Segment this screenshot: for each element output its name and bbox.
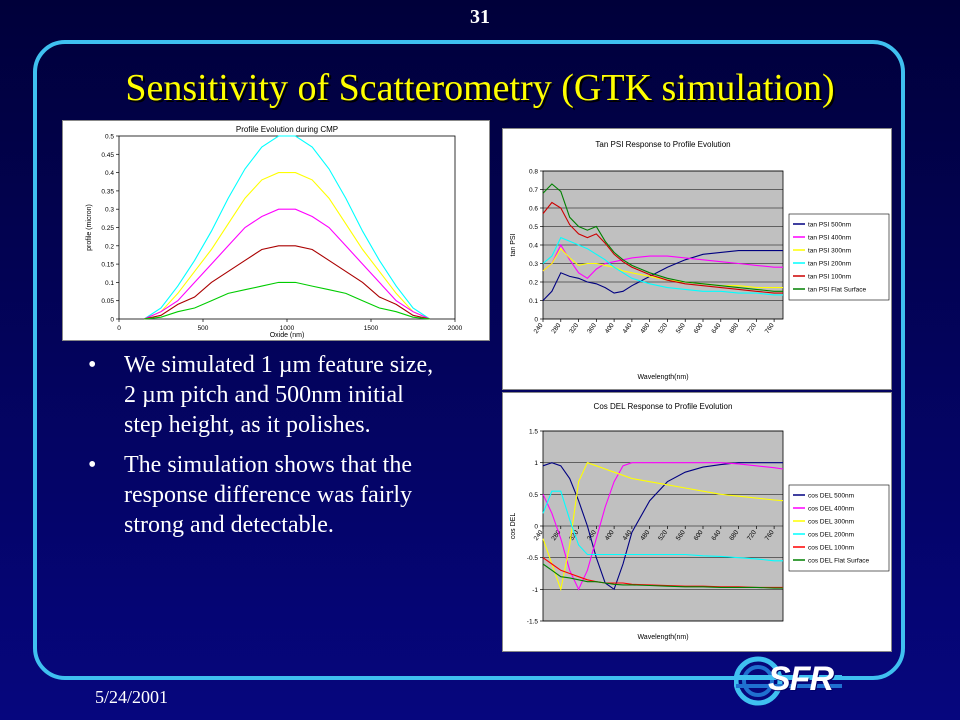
legend-label: tan PSI 500nm (808, 222, 851, 229)
y-tick-label: 0.45 (101, 152, 114, 159)
y-axis-label: tan PSI (510, 233, 517, 256)
x-tick-label: 1500 (364, 325, 379, 332)
legend-label: cos DEL 100nm (808, 545, 854, 552)
bullet-item: The simulation shows that the response d… (88, 450, 448, 540)
y-tick-label: 1.5 (529, 429, 538, 436)
chart-title: Profile Evolution during CMP (236, 125, 338, 134)
series-line-6 (542, 183, 783, 292)
y-tick-label: 0.2 (529, 280, 538, 287)
x-tick-label: 720 (746, 322, 758, 335)
y-tick-label: 0.1 (529, 298, 538, 305)
y-tick-label: 0.05 (101, 298, 114, 305)
y-tick-label: 0.3 (105, 207, 114, 214)
y-tick-label: -0.5 (527, 555, 539, 562)
x-tick-label: 1000 (280, 325, 295, 332)
x-tick-label: 480 (639, 322, 651, 335)
legend-label: cos DEL 500nm (808, 493, 854, 500)
x-tick-label: 400 (604, 322, 616, 335)
series-line-6 (542, 563, 783, 589)
legend-label: cos DEL 400nm (808, 506, 854, 513)
y-axis-label: cos DEL (510, 513, 517, 540)
legend-label: tan PSI 200nm (808, 261, 851, 268)
y-tick-label: 0.2 (105, 243, 114, 250)
chart-title: Cos DEL Response to Profile Evolution (594, 402, 733, 411)
series-line-2 (143, 172, 431, 320)
bullet-item: We simulated 1 µm feature size, 2 µm pit… (88, 350, 448, 440)
legend-label: tan PSI Flat Surface (808, 287, 867, 294)
series-line-5 (144, 281, 430, 320)
series-line-5 (542, 201, 783, 294)
x-tick-label: 0 (117, 325, 121, 332)
series-line-1 (542, 250, 783, 301)
x-tick-label: 640 (710, 322, 722, 335)
slide-title: Sensitivity of Scatterometry (GTK simula… (125, 67, 835, 109)
sfr-logo-icon (734, 656, 842, 706)
x-tick-label: 320 (568, 322, 580, 335)
series-line-1 (143, 135, 431, 320)
series-line-3 (542, 247, 783, 289)
legend-box (788, 484, 890, 572)
y-tick-label: 1 (534, 460, 538, 467)
x-tick-label: 280 (550, 322, 562, 335)
x-tick-label: 240 (533, 322, 545, 335)
y-tick-label: 0.1 (105, 280, 114, 287)
y-tick-label: 0.25 (101, 225, 114, 232)
legend-label: cos DEL Flat Surface (808, 558, 870, 565)
x-axis-label: Oxide (nm) (270, 332, 305, 339)
legend-box (788, 213, 890, 301)
x-axis-label: Wavelength(nm) (637, 374, 688, 381)
x-tick-label: 760 (764, 322, 776, 335)
x-tick-label: 560 (675, 322, 687, 335)
series-line-5 (542, 557, 783, 588)
y-tick-label: 0 (534, 317, 538, 324)
y-tick-label: -1.5 (527, 619, 539, 626)
y-tick-label: 0.8 (529, 169, 538, 176)
y-tick-label: 0.4 (105, 170, 114, 177)
y-tick-label: 0 (110, 317, 114, 324)
logo-text: SFR (768, 660, 834, 698)
footer-date: 5/24/2001 (95, 687, 169, 707)
y-tick-label: 0.4 (529, 243, 538, 250)
series-line-3 (542, 462, 784, 592)
chart-title: Tan PSI Response to Profile Evolution (595, 140, 730, 149)
slide-number: 31 (470, 6, 490, 28)
legend-label: tan PSI 100nm (808, 274, 851, 281)
x-tick-label: 520 (657, 322, 669, 335)
series-line-1 (542, 462, 783, 591)
y-tick-label: 0.5 (529, 492, 538, 499)
x-axis-label: Wavelength(nm) (637, 634, 688, 641)
y-tick-label: 0.3 (529, 261, 538, 268)
bullet-list: We simulated 1 µm feature size, 2 µm pit… (88, 350, 448, 550)
legend-label: cos DEL 300nm (808, 519, 854, 526)
x-tick-label: 360 (586, 322, 598, 335)
x-tick-label: 600 (693, 322, 705, 335)
y-tick-label: 0.5 (105, 134, 114, 141)
legend-label: cos DEL 200nm (808, 532, 854, 539)
tan-psi-chart: Tan PSI Response to Profile Evolution 0 0.… (502, 128, 892, 390)
legend-label: tan PSI 400nm (808, 235, 851, 242)
y-tick-label: 0 (534, 524, 538, 531)
y-tick-label: 0.15 (101, 262, 114, 269)
plot-area (118, 135, 456, 320)
x-tick-label: 500 (198, 325, 209, 332)
x-tick-label: 440 (622, 322, 634, 335)
profile-evolution-chart: Profile Evolution during CMP 0 0.05 0.1 0.15… (62, 120, 490, 341)
series-line-3 (143, 208, 431, 320)
series-line-4 (542, 236, 783, 296)
legend-label: tan PSI 300nm (808, 248, 851, 255)
series-line-4 (542, 490, 783, 562)
y-tick-label: -1 (532, 587, 538, 594)
y-tick-label: 0.5 (529, 224, 538, 231)
slide-frame (33, 40, 905, 680)
y-tick-label: 0.7 (529, 187, 538, 194)
y-axis-label: profile (micron) (86, 204, 93, 251)
x-tick-label: 680 (728, 322, 740, 335)
y-tick-label: 0.35 (101, 188, 114, 195)
y-tick-label: 0.6 (529, 206, 538, 213)
series-line-2 (542, 243, 783, 280)
x-tick-label: 2000 (448, 325, 463, 332)
cos-del-chart: Cos DEL Response to Profile Evolution -1.… (502, 392, 892, 652)
series-line-4 (144, 245, 430, 320)
